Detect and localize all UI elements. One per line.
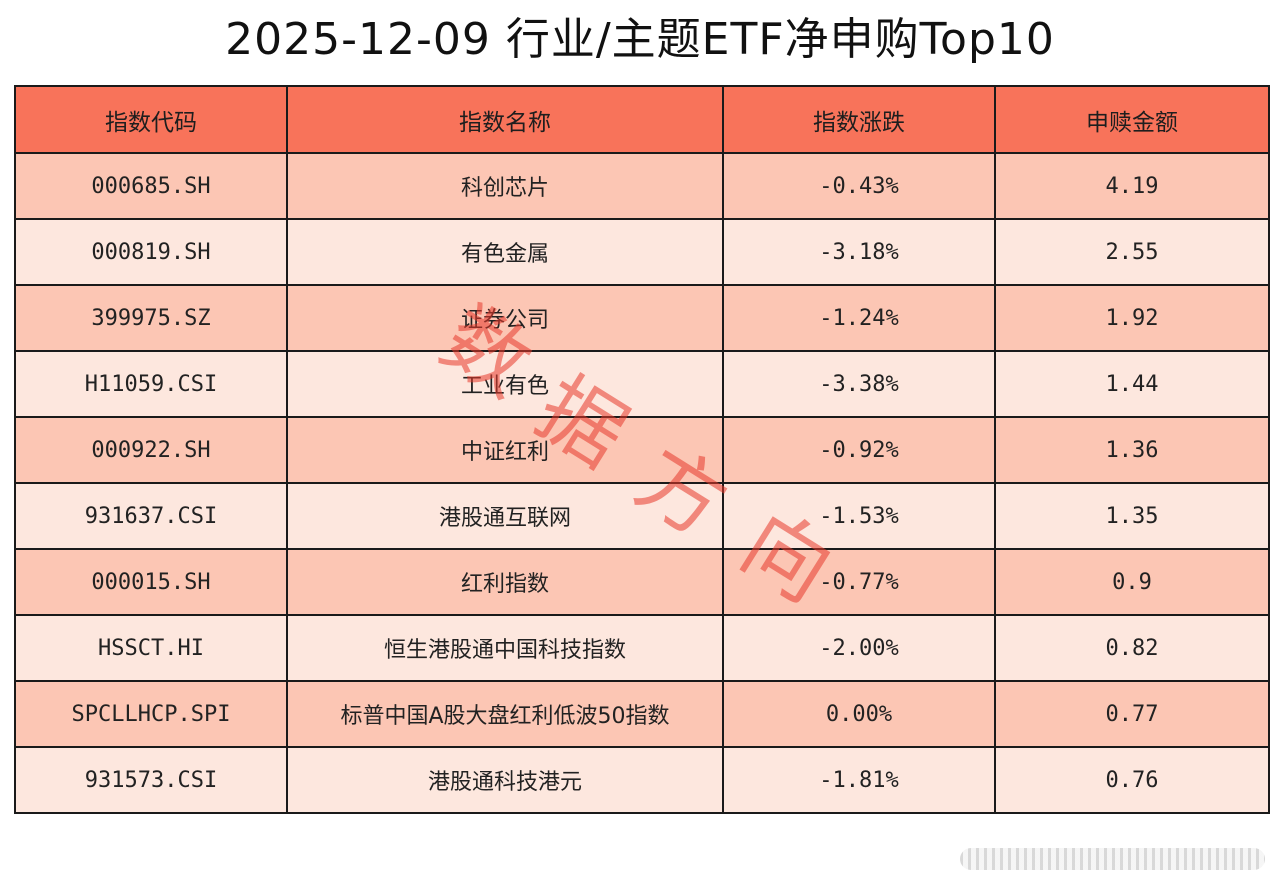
cell-index-code: 931573.CSI <box>14 746 288 814</box>
etf-table: 指数代码 指数名称 指数涨跌 申赎金额 000685.SH 科创芯片 -0.43% 4.19… <box>14 85 1270 814</box>
cell-flow-amount: 0.82 <box>994 614 1270 682</box>
cell-index-code: 000922.SH <box>14 416 288 484</box>
cell-index-change: -1.24% <box>722 284 996 352</box>
table-row: 000819.SH 有色金属 -3.18% 2.55 <box>14 218 1270 286</box>
table-row: SPCLLHCP.SPI 标普中国A股大盘红利低波50指数 0.00% 0.77 <box>14 680 1270 748</box>
cell-index-name: 红利指数 <box>286 548 724 616</box>
cell-index-change: -0.43% <box>722 152 996 220</box>
table-row: HSSCT.HI 恒生港股通中国科技指数 -2.00% 0.82 <box>14 614 1270 682</box>
footer-decoration <box>960 848 1265 870</box>
cell-flow-amount: 0.77 <box>994 680 1270 748</box>
cell-index-change: -1.81% <box>722 746 996 814</box>
cell-index-code: HSSCT.HI <box>14 614 288 682</box>
cell-index-name: 有色金属 <box>286 218 724 286</box>
cell-index-name: 工业有色 <box>286 350 724 418</box>
table-row: 000685.SH 科创芯片 -0.43% 4.19 <box>14 152 1270 220</box>
cell-flow-amount: 1.35 <box>994 482 1270 550</box>
table-row: 000922.SH 中证红利 -0.92% 1.36 <box>14 416 1270 484</box>
cell-index-name: 中证红利 <box>286 416 724 484</box>
cell-index-change: -0.77% <box>722 548 996 616</box>
cell-flow-amount: 1.44 <box>994 350 1270 418</box>
col-header-change: 指数涨跌 <box>722 85 996 154</box>
table-row: 931573.CSI 港股通科技港元 -1.81% 0.76 <box>14 746 1270 814</box>
cell-flow-amount: 0.76 <box>994 746 1270 814</box>
cell-index-name: 港股通科技港元 <box>286 746 724 814</box>
cell-index-code: SPCLLHCP.SPI <box>14 680 288 748</box>
table-header-row: 指数代码 指数名称 指数涨跌 申赎金额 <box>14 85 1270 154</box>
col-header-name: 指数名称 <box>286 85 724 154</box>
cell-index-name: 标普中国A股大盘红利低波50指数 <box>286 680 724 748</box>
cell-index-name: 科创芯片 <box>286 152 724 220</box>
cell-flow-amount: 1.92 <box>994 284 1270 352</box>
table-row: 399975.SZ 证券公司 -1.24% 1.92 <box>14 284 1270 352</box>
cell-index-change: -3.38% <box>722 350 996 418</box>
cell-index-code: 000015.SH <box>14 548 288 616</box>
table-row: 000015.SH 红利指数 -0.77% 0.9 <box>14 548 1270 616</box>
cell-index-name: 证券公司 <box>286 284 724 352</box>
cell-index-code: 000685.SH <box>14 152 288 220</box>
cell-index-change: 0.00% <box>722 680 996 748</box>
cell-index-change: -0.92% <box>722 416 996 484</box>
cell-index-code: H11059.CSI <box>14 350 288 418</box>
cell-index-name: 恒生港股通中国科技指数 <box>286 614 724 682</box>
cell-index-code: 399975.SZ <box>14 284 288 352</box>
cell-flow-amount: 0.9 <box>994 548 1270 616</box>
table-body: 000685.SH 科创芯片 -0.43% 4.19 000819.SH 有色金属 -3.1… <box>14 152 1270 814</box>
col-header-amount: 申赎金额 <box>994 85 1270 154</box>
cell-index-change: -3.18% <box>722 218 996 286</box>
chart-title: 2025-12-09 行业/主题ETF净申购Top10 <box>225 14 1055 65</box>
cell-flow-amount: 2.55 <box>994 218 1270 286</box>
cell-index-change: -2.00% <box>722 614 996 682</box>
cell-index-name: 港股通互联网 <box>286 482 724 550</box>
cell-index-code: 000819.SH <box>14 218 288 286</box>
cell-index-change: -1.53% <box>722 482 996 550</box>
table-row: 931637.CSI 港股通互联网 -1.53% 1.35 <box>14 482 1270 550</box>
table-row: H11059.CSI 工业有色 -3.38% 1.44 <box>14 350 1270 418</box>
cell-flow-amount: 4.19 <box>994 152 1270 220</box>
cell-index-code: 931637.CSI <box>14 482 288 550</box>
cell-flow-amount: 1.36 <box>994 416 1270 484</box>
col-header-code: 指数代码 <box>14 85 288 154</box>
